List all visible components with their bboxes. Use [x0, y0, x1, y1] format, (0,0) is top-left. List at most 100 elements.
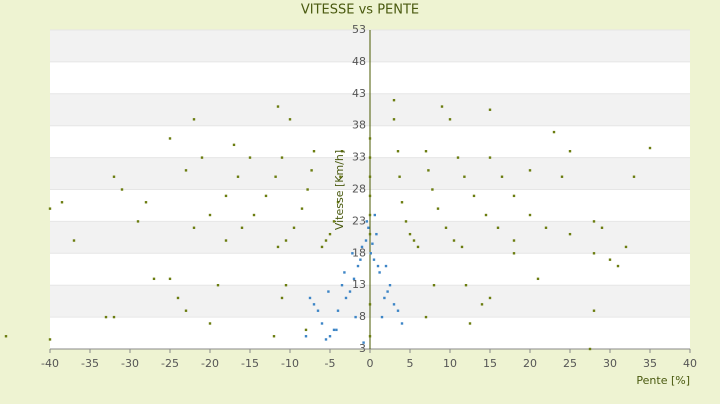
point [252, 213, 256, 217]
point [368, 303, 372, 306]
point [384, 264, 388, 268]
point [224, 194, 228, 198]
point [367, 226, 370, 229]
point [340, 150, 344, 153]
point [264, 194, 268, 198]
point [328, 335, 332, 338]
x-tick-label: -15 [241, 357, 259, 370]
point [463, 175, 466, 178]
x-tick-label: 0 [367, 357, 374, 370]
point [168, 277, 172, 281]
point [120, 188, 124, 191]
point [376, 264, 380, 268]
y-tick-label: 8 [359, 310, 366, 323]
point [392, 98, 396, 102]
point [528, 169, 532, 172]
point [512, 194, 516, 198]
point [192, 226, 196, 229]
point [300, 207, 304, 210]
point [488, 296, 492, 300]
y-axis-title: Vitesse [Km/h] [333, 150, 346, 230]
point [536, 277, 540, 281]
point [144, 201, 148, 204]
point [368, 156, 372, 159]
point [480, 303, 484, 306]
point [412, 239, 416, 242]
point [240, 226, 244, 229]
point [398, 175, 401, 178]
point [348, 290, 352, 293]
point [368, 137, 372, 140]
point [456, 156, 460, 159]
point [292, 226, 296, 229]
point [320, 322, 324, 325]
point [600, 226, 604, 229]
point [48, 338, 52, 341]
point [336, 201, 340, 204]
point [304, 335, 308, 338]
point [304, 328, 308, 332]
point [312, 303, 316, 306]
point [306, 188, 309, 191]
x-tick-label: -25 [161, 357, 179, 370]
point [232, 143, 236, 147]
point [624, 245, 628, 249]
point [368, 213, 372, 217]
y-tick-label: 33 [352, 151, 366, 164]
point [372, 258, 376, 261]
point [4, 335, 8, 338]
point [373, 213, 376, 217]
point [48, 207, 52, 210]
point [464, 284, 468, 287]
x-tick-label: -40 [41, 357, 59, 370]
point [324, 338, 328, 341]
point [152, 277, 156, 281]
point [327, 290, 330, 293]
point [427, 169, 430, 172]
point [440, 105, 444, 108]
point [340, 284, 344, 287]
point [484, 213, 488, 217]
point [488, 156, 492, 159]
x-tick-label: 5 [407, 357, 414, 370]
point [332, 328, 336, 332]
point [276, 105, 280, 108]
point [632, 175, 636, 178]
point [424, 315, 428, 319]
point [460, 245, 464, 249]
point [176, 296, 180, 300]
y-tick-label: 53 [352, 23, 366, 36]
point [356, 264, 360, 268]
point [72, 239, 76, 242]
point [368, 335, 372, 338]
point [592, 252, 596, 255]
x-tick-label: 20 [523, 357, 537, 370]
point [368, 175, 372, 178]
point [284, 239, 288, 242]
point [335, 328, 338, 332]
chart-title: VITESSE vs PENTE [301, 3, 419, 18]
point [274, 175, 277, 178]
y-tick-label: 48 [352, 55, 366, 68]
x-tick-label: 10 [443, 357, 457, 370]
point [452, 239, 456, 242]
point [310, 169, 313, 172]
point [192, 118, 196, 121]
point [544, 226, 548, 229]
point [328, 232, 332, 236]
point [400, 322, 404, 325]
point [272, 335, 276, 338]
point [112, 175, 116, 178]
x-axis-title: Pente [%] [636, 374, 690, 387]
point [368, 194, 372, 198]
y-tick-label: 18 [352, 246, 366, 259]
point [364, 239, 368, 242]
point [136, 220, 140, 223]
y-tick-label: 28 [352, 183, 366, 196]
x-tick-label: -5 [325, 357, 336, 370]
point [288, 118, 292, 121]
point [324, 239, 328, 242]
point [616, 264, 620, 268]
point [560, 175, 564, 178]
point [383, 296, 386, 300]
